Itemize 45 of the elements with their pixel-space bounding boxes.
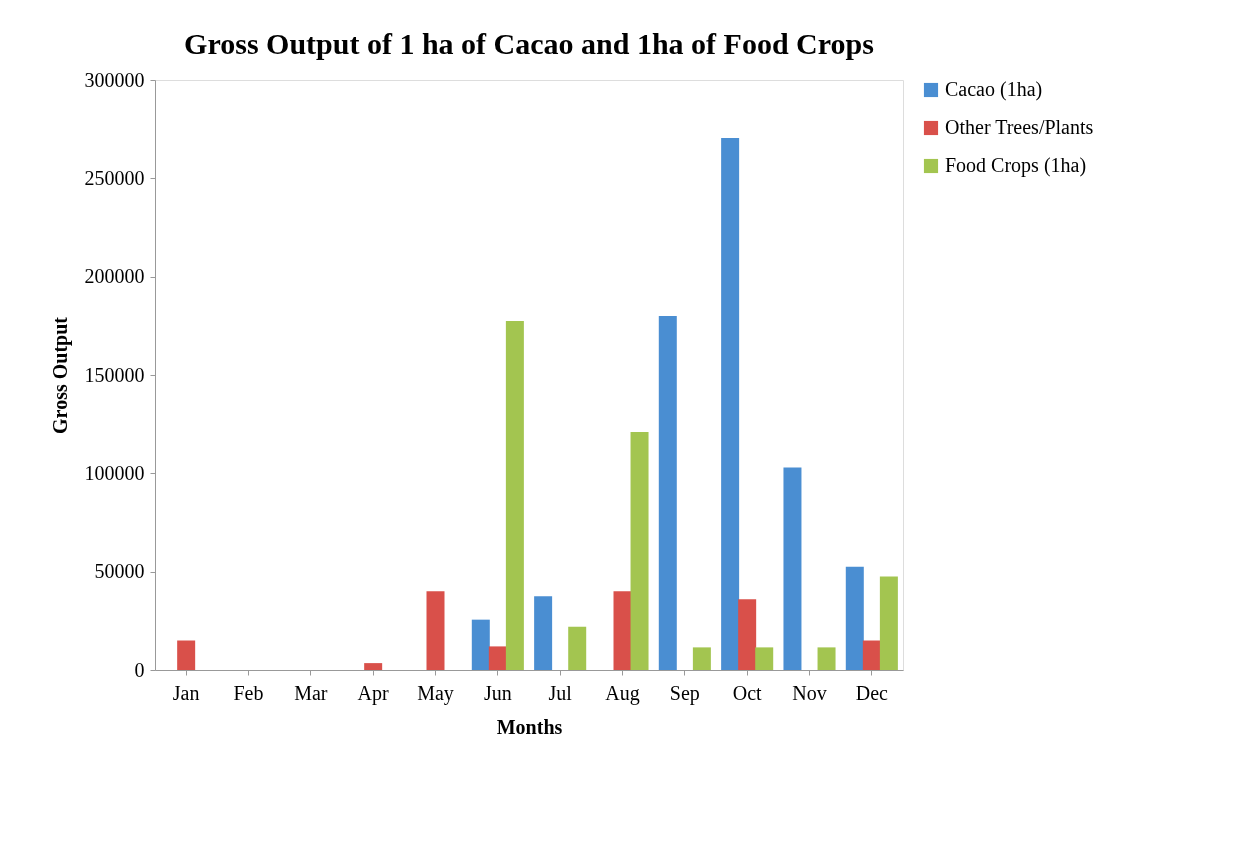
y-tick-label: 50000 — [94, 560, 145, 583]
bar — [658, 316, 677, 670]
bar — [534, 596, 553, 670]
chart-title: Gross Output of 1 ha of Cacao and 1ha of Food Crops — [184, 27, 874, 60]
bar — [862, 640, 881, 670]
x-tick-label: Dec — [855, 681, 889, 704]
x-tick-label: Nov — [792, 681, 827, 704]
bar — [845, 566, 864, 670]
bar — [630, 432, 649, 670]
bar — [721, 138, 740, 670]
bar — [177, 640, 196, 670]
bar — [817, 647, 836, 670]
x-tick-label: Aug — [605, 681, 640, 705]
bar — [879, 576, 898, 670]
x-tick-label: Jan — [172, 681, 200, 704]
x-axis-title: Months — [496, 715, 563, 738]
y-tick-label: 200000 — [84, 265, 145, 288]
bar — [755, 647, 774, 670]
x-tick-label: Jun — [483, 681, 512, 704]
y-tick-label: 300000 — [84, 68, 145, 91]
bar — [364, 663, 383, 670]
y-tick-label: 150000 — [84, 363, 145, 386]
bar — [488, 646, 507, 670]
legend-label: Food Crops (1ha) — [945, 154, 1087, 177]
x-tick-label: Sep — [669, 681, 700, 705]
bar — [426, 591, 445, 670]
bar — [783, 467, 802, 670]
x-tick-label: Oct — [732, 681, 763, 704]
bar — [738, 599, 757, 670]
legend-label: Other Trees/Plants — [945, 116, 1094, 138]
bar — [505, 320, 524, 670]
bar — [568, 626, 587, 670]
y-tick-label: 0 — [134, 658, 145, 681]
bar — [471, 619, 490, 670]
y-axis-title: Gross Output — [48, 316, 72, 434]
bar — [613, 591, 632, 670]
x-tick-label: Feb — [233, 681, 264, 704]
x-tick-label: May — [417, 681, 454, 705]
x-tick-label: Jul — [548, 681, 573, 704]
x-tick-label: Apr — [357, 681, 390, 705]
x-tick-label: Mar — [294, 681, 328, 704]
y-tick-label: 250000 — [84, 166, 145, 189]
legend-label: Cacao (1ha) — [945, 78, 1043, 101]
y-tick-label: 100000 — [84, 461, 145, 484]
bar — [692, 647, 711, 670]
